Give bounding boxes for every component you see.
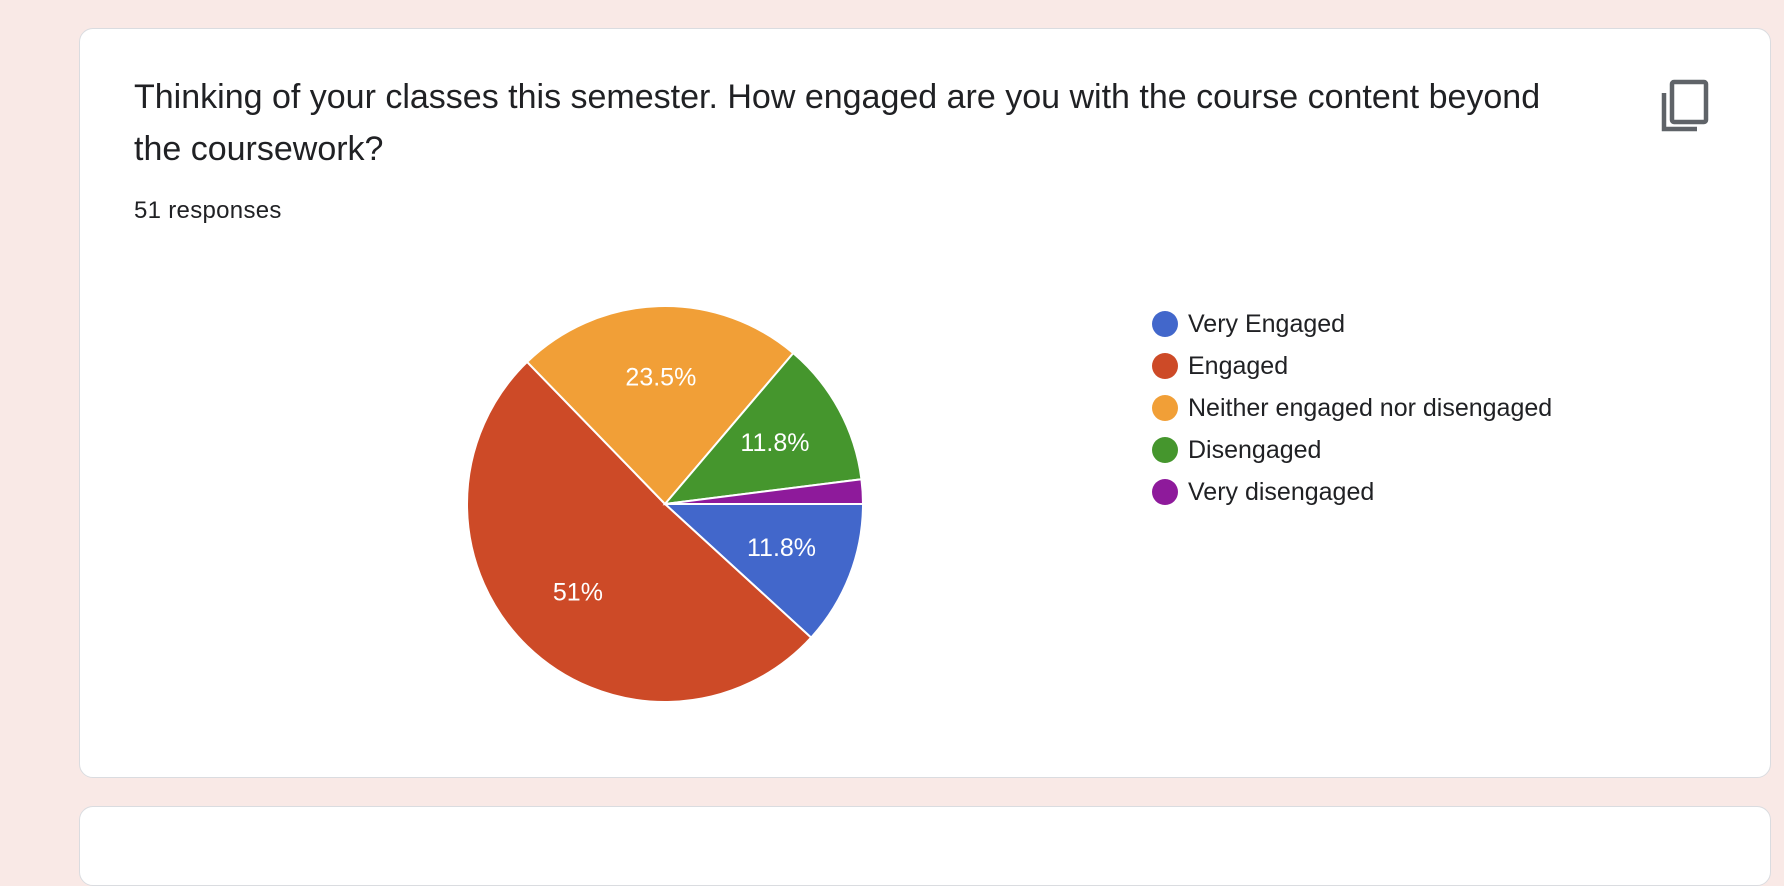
pie-slice — [664, 478, 865, 505]
slice-data-label: 51% — [553, 578, 603, 606]
slice-data-label: 11.8% — [740, 429, 809, 457]
legend-label: Neither engaged nor disengaged — [1188, 393, 1553, 422]
slice-data-label: 11.8% — [747, 534, 816, 562]
legend-swatch — [1152, 311, 1178, 337]
legend-label: Disengaged — [1188, 435, 1322, 464]
copy-icon[interactable] — [1659, 79, 1713, 133]
legend-item: Very Engaged — [1152, 303, 1552, 345]
pie-slice — [662, 351, 863, 506]
legend-item: Neither engaged nor disengaged — [1152, 387, 1552, 429]
legend-swatch — [1152, 353, 1178, 379]
question-card: Thinking of your classes this semester. … — [79, 28, 1771, 778]
legend-item: Engaged — [1152, 345, 1552, 387]
legend-item: Very disengaged — [1152, 471, 1552, 513]
legend-label: Very disengaged — [1188, 477, 1375, 506]
legend-item: Disengaged — [1152, 429, 1552, 471]
next-question-card — [79, 806, 1771, 886]
pie-slice — [662, 503, 865, 640]
response-count: 51 responses — [134, 197, 282, 224]
legend-swatch — [1152, 395, 1178, 421]
chart-legend: Very Engaged Engaged Neither engaged nor… — [1152, 303, 1552, 513]
pie-chart: 11.8% 51% 23.5% 11.8% — [466, 305, 865, 703]
legend-label: Very Engaged — [1188, 309, 1346, 338]
legend-label: Engaged — [1188, 351, 1289, 380]
pie-slice — [525, 305, 795, 506]
question-title: Thinking of your classes this semester. … — [134, 78, 1541, 168]
legend-swatch — [1152, 479, 1178, 505]
pie-slice — [466, 360, 813, 703]
legend-swatch — [1152, 437, 1178, 463]
slice-data-label: 23.5% — [625, 364, 696, 392]
